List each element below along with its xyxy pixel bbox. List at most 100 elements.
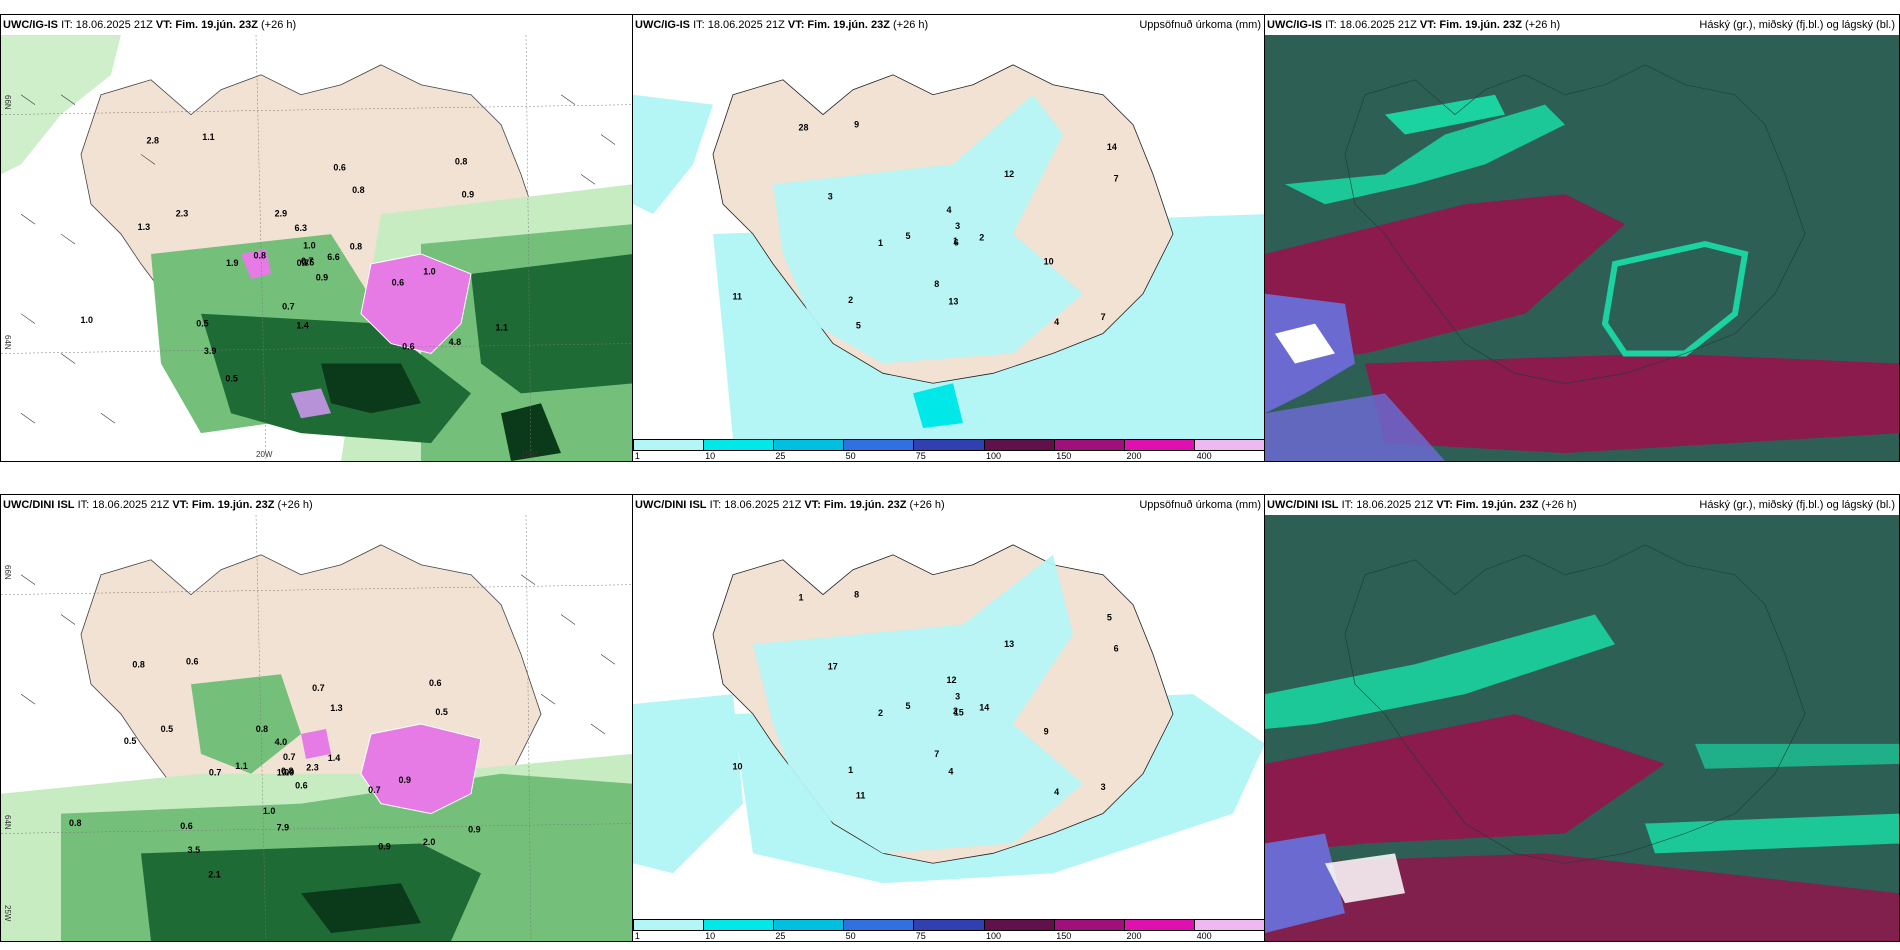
value-label: 6.6 <box>327 252 340 262</box>
convective-area <box>360 253 472 355</box>
value-label: 0.8 <box>256 724 269 734</box>
mid-cloud-area <box>1265 853 1899 941</box>
value-label: 4 <box>1054 317 1059 327</box>
value-label: 0.9 <box>378 842 391 852</box>
high-cloud-band <box>1265 614 1615 729</box>
convective-area <box>301 728 331 759</box>
value-label: 3 <box>1101 782 1106 792</box>
legend-swatch <box>1054 920 1125 930</box>
value-label: 1.0 <box>80 315 93 325</box>
graticule <box>1 515 633 941</box>
precip-dark <box>471 253 633 394</box>
panel-header: UWC/IG-IS IT: 18.06.2025 21Z VT: Fim. 19… <box>1267 17 1895 33</box>
precip-heavy <box>501 403 561 461</box>
clear-area <box>1325 853 1405 904</box>
lead-time: (+26 h) <box>261 19 297 31</box>
value-label: 1.3 <box>138 222 151 232</box>
value-label: 1.3 <box>330 703 343 713</box>
legend-swatch <box>634 920 705 930</box>
value-label: 0.9 <box>282 767 295 777</box>
value-label: 0.5 <box>435 707 448 717</box>
accum-panel-igis: UWC/IG-IS IT: 18.06.2025 21Z VT: Fim. 19… <box>632 14 1266 462</box>
lat-label-66: 66N <box>3 95 12 110</box>
value-label: 4.8 <box>449 337 462 347</box>
value-label: 1 <box>878 238 883 248</box>
panel-header: UWC/IG-IS IT: 18.06.2025 21Z VT: Fim. 19… <box>3 17 629 33</box>
value-label: 0.7 <box>283 752 296 762</box>
panel-title: Uppsöfnuð úrkoma (mm) <box>1139 499 1261 511</box>
value-label: 1.9 <box>226 258 239 268</box>
panel-header: UWC/DINI ISL IT: 18.06.2025 21Z VT: Fim.… <box>3 497 629 513</box>
lon-label-20: 20W <box>256 450 273 459</box>
value-label: 0.8 <box>253 250 266 260</box>
value-label: 0.8 <box>455 156 468 166</box>
legend-swatch <box>1124 440 1195 450</box>
value-label: 13 <box>948 297 958 307</box>
valid-time: VT: Fim. 19.jún. 23Z <box>155 19 258 31</box>
precip-map: 0.7 0.5 1.0 0.6 0.8 0.9 0.7 1.1 0.6 1.0 0.8 0.5 2.3 6… <box>1 35 633 461</box>
legend-swatch <box>774 920 845 930</box>
value-label: 1.1 <box>495 323 508 333</box>
value-label: 0.7 <box>209 768 222 778</box>
value-label: 1 <box>799 593 804 603</box>
value-label: 0.5 <box>124 736 137 746</box>
legend-swatch <box>704 920 775 930</box>
value-label: 4.0 <box>275 737 288 747</box>
value-label: 2.3 <box>176 209 189 219</box>
legend-swatch <box>704 440 775 450</box>
accum-area <box>633 694 743 874</box>
value-label: 0.7 <box>297 258 310 268</box>
coastline <box>1344 544 1806 864</box>
value-label: 1.1 <box>235 761 248 771</box>
accum-panel-dini: UWC/DINI ISL IT: 18.06.2025 21Z VT: Fim.… <box>632 494 1266 942</box>
model-name: UWC/DINI ISL <box>1267 499 1339 511</box>
value-label: 3 <box>828 192 833 202</box>
value-label: 6 <box>1114 643 1119 653</box>
legend-ticks: 1 10 25 50 75 100 150 200 400 <box>633 931 1265 941</box>
value-label: 4 <box>948 767 953 777</box>
accum-area <box>773 94 1083 364</box>
value-label: 0.6 <box>180 821 193 831</box>
coastline <box>1344 64 1806 384</box>
value-label: 12 <box>947 675 957 685</box>
value-label: 2.3 <box>306 763 319 773</box>
precip-map-svg: 0.70.51.00.60.80.90.71.10.61.00.80.52.36… <box>1 35 633 461</box>
high-cloud-ring <box>1601 240 1749 357</box>
value-label: 9 <box>854 119 859 129</box>
value-label: 14 <box>1107 142 1117 152</box>
value-label: 3 <box>955 691 960 701</box>
legend-bar <box>633 439 1265 451</box>
value-label: 6.3 <box>295 223 308 233</box>
accum-area <box>913 383 963 429</box>
value-label: 0.6 <box>295 781 308 791</box>
value-label: 7.9 <box>277 823 290 833</box>
value-label: 2 <box>878 708 883 718</box>
accum-area <box>753 554 1083 854</box>
value-label: 5 <box>906 701 911 711</box>
value-label: 3 <box>955 221 960 231</box>
model-name: UWC/DINI ISL <box>635 499 707 511</box>
value-label: 2.9 <box>275 208 288 218</box>
value-label: 9 <box>1044 726 1049 736</box>
value-label: 11 <box>733 292 743 302</box>
high-cloud-band <box>1385 94 1505 135</box>
legend-swatch <box>914 440 985 450</box>
lead-time: (+26 h) <box>909 499 945 511</box>
value-label: 0.6 <box>402 342 415 352</box>
value-label: 2.8 <box>147 135 160 145</box>
value-label: 0.7 <box>312 683 325 693</box>
value-label: 0.8 <box>352 185 365 195</box>
value-label: 12 <box>1004 169 1014 179</box>
value-label: 4 <box>947 205 952 215</box>
legend-swatch <box>1124 920 1195 930</box>
clear-area <box>1275 323 1335 364</box>
value-label: 0.8 <box>69 818 82 828</box>
value-label: 0.8 <box>132 659 145 669</box>
value-label: 0.9 <box>399 775 412 785</box>
value-label: 1 <box>848 765 853 775</box>
model-name: UWC/IG-IS <box>3 19 58 31</box>
model-name: UWC/IG-IS <box>635 19 690 31</box>
legend-tick: 10 <box>705 451 716 461</box>
value-label: 1 <box>953 236 958 246</box>
value-label: 1.4 <box>328 753 341 763</box>
